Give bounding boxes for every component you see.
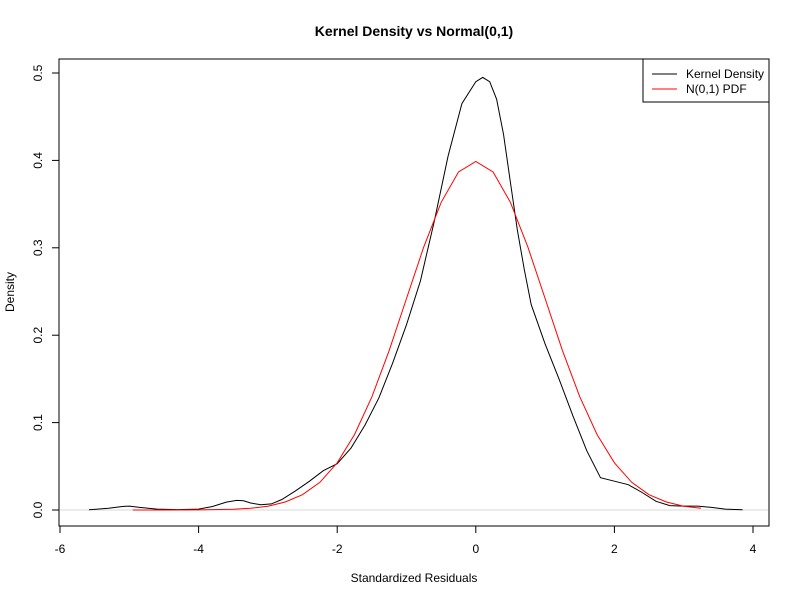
y-axis-label: Density bbox=[3, 272, 17, 312]
normal-pdf-series-line bbox=[132, 160, 702, 511]
chart-title: Kernel Density vs Normal(0,1) bbox=[315, 23, 513, 39]
y-tick-label: 0.0 bbox=[31, 501, 45, 518]
kernel-density-series-line bbox=[89, 76, 743, 511]
y-tick-label: 0.4 bbox=[31, 152, 45, 169]
x-tick-label: -2 bbox=[332, 542, 343, 556]
legend: Kernel Density N(0,1) PDF bbox=[642, 58, 770, 103]
y-tick-label: 0.1 bbox=[31, 414, 45, 431]
y-axis: 0.0 0.1 0.2 0.3 0.4 0.5 bbox=[31, 64, 60, 518]
x-tick-label: -6 bbox=[55, 542, 66, 556]
y-tick-label: 0.5 bbox=[31, 64, 45, 81]
plot-frame bbox=[58, 58, 770, 527]
legend-label-normal-pdf: N(0,1) PDF bbox=[686, 82, 747, 96]
x-axis-label: Standardized Residuals bbox=[351, 571, 478, 585]
x-tick-label: 4 bbox=[750, 542, 757, 556]
legend-box bbox=[642, 58, 770, 103]
y-tick-label: 0.2 bbox=[31, 327, 45, 344]
x-tick-label: 2 bbox=[611, 542, 618, 556]
x-axis: -6 -4 -2 0 2 4 bbox=[55, 525, 757, 556]
x-tick-label: 0 bbox=[472, 542, 479, 556]
x-tick-label: -4 bbox=[193, 542, 204, 556]
y-tick-label: 0.3 bbox=[31, 239, 45, 256]
legend-label-kernel-density: Kernel Density bbox=[686, 67, 764, 81]
